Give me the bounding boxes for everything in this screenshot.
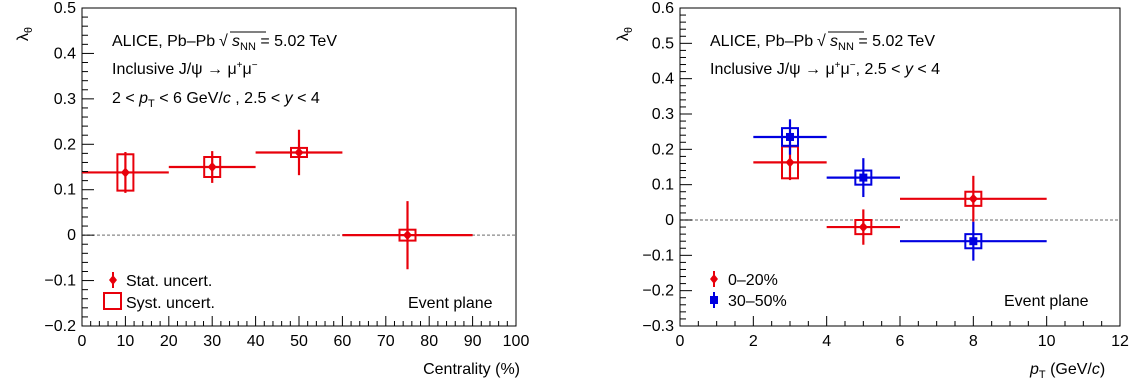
y-tick-label: −0.1 bbox=[44, 273, 76, 290]
y-tick-label: 0.5 bbox=[54, 0, 76, 17]
annotation-line-1-prefix: ALICE, Pb–Pb bbox=[710, 33, 813, 50]
x-tick-label: 60 bbox=[334, 333, 352, 350]
right-panel: 0 2 4 6 8 10 12 −0.3 −0.2 −0.1 0 0.1 0.2 0.3 0.4 0.5 0.6… bbox=[615, 0, 1129, 381]
x-tick-label: 30 bbox=[203, 333, 221, 350]
x-tick-label: 0 bbox=[676, 333, 685, 350]
data-point-diamond bbox=[403, 230, 412, 241]
legend-label-series-1: 30–50% bbox=[728, 293, 787, 310]
x-tick-label: 90 bbox=[464, 333, 482, 350]
y-tick-label: 0 bbox=[665, 212, 674, 229]
y-tick-label: −0.2 bbox=[44, 318, 76, 335]
data-point-diamond bbox=[207, 162, 217, 172]
x-tick-label: 0 bbox=[78, 333, 87, 350]
y-tick-label: 0.6 bbox=[652, 0, 674, 17]
data-point-diamond bbox=[294, 147, 304, 158]
point-syst-box bbox=[964, 190, 983, 207]
sqrt-symbol: √ bbox=[817, 33, 826, 50]
y-tick-label: 0.5 bbox=[652, 35, 674, 52]
sqrt-s: sNN = 5.02 TeV bbox=[232, 33, 337, 53]
y-tick-label: 0.1 bbox=[54, 182, 76, 199]
x-tick-label: 80 bbox=[420, 333, 438, 350]
y-tick-label: 0.3 bbox=[652, 106, 674, 123]
y-tick-label: −0.3 bbox=[642, 318, 674, 335]
annotation-line-3: 2 < pT < 6 GeV/c , 2.5 < y < 4 bbox=[112, 90, 320, 110]
y-tick-label: 0 bbox=[67, 227, 76, 244]
x-tick-label: 100 bbox=[503, 333, 530, 350]
x-axis-label: pT (GeV/c) bbox=[1029, 361, 1105, 381]
data-point-square bbox=[969, 237, 978, 246]
annotation-line-2: Inclusive J/ψ → μ+μ−, 2.5 < y < 4 bbox=[710, 60, 940, 78]
point-syst-box bbox=[781, 127, 799, 147]
x-tick-label: 10 bbox=[117, 333, 135, 350]
x-tick-label: 70 bbox=[377, 333, 395, 350]
legend-stat-label: Stat. uncert. bbox=[126, 273, 212, 290]
data-point-diamond bbox=[120, 167, 130, 178]
annotation-line-2: Inclusive J/ψ → μ+μ− bbox=[112, 60, 258, 78]
event-plane-label: Event plane bbox=[408, 295, 493, 312]
data-point-diamond bbox=[968, 193, 978, 204]
y-tick-label: 0.2 bbox=[54, 136, 76, 153]
x-tick-label: 6 bbox=[896, 333, 905, 350]
point-syst-box bbox=[398, 228, 417, 242]
legend-stat-marker bbox=[109, 272, 117, 288]
data-point-square bbox=[786, 132, 794, 141]
legend-syst-marker bbox=[103, 292, 122, 310]
event-plane-label: Event plane bbox=[1004, 293, 1089, 310]
y-tick-label: 0.4 bbox=[54, 45, 76, 62]
y-tick-label: 0.4 bbox=[652, 71, 674, 88]
annotation-line-1-prefix: ALICE, Pb–Pb bbox=[112, 33, 215, 50]
y-tick-label: 0.3 bbox=[54, 91, 76, 108]
point-syst-box bbox=[854, 219, 873, 236]
x-tick-label: 12 bbox=[1111, 333, 1129, 350]
x-tick-label: 4 bbox=[822, 333, 831, 350]
point-syst-box bbox=[203, 156, 222, 178]
point-syst-box bbox=[964, 233, 983, 250]
data-point-diamond bbox=[858, 222, 868, 233]
legend-syst-label: Syst. uncert. bbox=[126, 295, 215, 312]
legend-label-series-0: 0–20% bbox=[728, 272, 778, 289]
y-axis-label: λθ bbox=[15, 27, 35, 41]
y-tick-label: 0.2 bbox=[652, 141, 674, 158]
x-tick-label: 40 bbox=[247, 333, 265, 350]
legend-marker-series-0 bbox=[710, 271, 718, 287]
y-tick-label: 0.1 bbox=[652, 177, 674, 194]
x-tick-label: 2 bbox=[749, 333, 758, 350]
y-axis-label: λθ bbox=[615, 27, 635, 41]
x-axis-label: Centrality (%) bbox=[423, 361, 520, 378]
left-panel: 0 10 20 30 40 50 60 70 80 90 100 −0.2 −0.1 0 0.1 0.2 0.3… bbox=[15, 0, 529, 378]
x-tick-label: 50 bbox=[290, 333, 308, 350]
x-tick-label: 10 bbox=[1038, 333, 1056, 350]
y-tick-label: −0.2 bbox=[642, 283, 674, 300]
legend: Stat. uncert. Syst. uncert. bbox=[103, 272, 215, 312]
point-syst-box bbox=[854, 169, 873, 186]
data-point-square bbox=[859, 173, 868, 182]
point-syst-box bbox=[116, 153, 135, 192]
legend-marker-series-1 bbox=[710, 292, 718, 308]
legend: 0–20% 30–50% bbox=[710, 271, 787, 310]
data-point-diamond bbox=[785, 157, 795, 168]
sqrt-symbol: √ bbox=[219, 33, 228, 50]
y-tick-label: −0.1 bbox=[642, 247, 674, 264]
x-tick-label: 20 bbox=[160, 333, 178, 350]
x-tick-label: 8 bbox=[969, 333, 978, 350]
sqrt-s: sNN = 5.02 TeV bbox=[830, 33, 935, 53]
